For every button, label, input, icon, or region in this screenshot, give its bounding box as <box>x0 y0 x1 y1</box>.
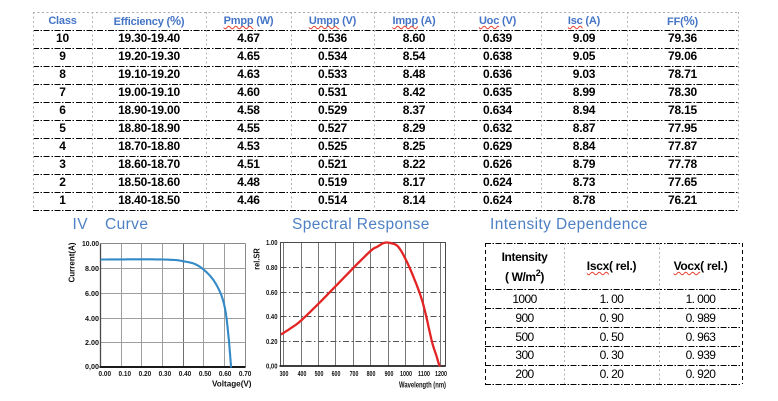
svg-text:800: 800 <box>367 369 376 378</box>
svg-text:0.00: 0.00 <box>99 369 112 378</box>
svg-text:0.70: 0.70 <box>239 369 252 378</box>
svg-text:8.00: 8.00 <box>85 264 99 273</box>
svg-text:0.60: 0.60 <box>219 369 232 378</box>
svg-text:300: 300 <box>280 369 289 378</box>
svg-text:Voltage(V): Voltage(V) <box>212 378 252 388</box>
svg-text:0.30: 0.30 <box>159 369 172 378</box>
svg-text:10.00: 10.00 <box>82 239 99 248</box>
svg-text:0,00: 0,00 <box>85 362 99 371</box>
svg-text:1100: 1100 <box>418 369 430 378</box>
svg-text:0.80: 0.80 <box>266 263 278 272</box>
svg-text:0.60: 0.60 <box>266 288 278 297</box>
svg-text:2.00: 2.00 <box>85 338 99 347</box>
svg-text:0.50: 0.50 <box>199 369 212 378</box>
svg-text:6.00: 6.00 <box>85 289 99 298</box>
svg-text:4.00: 4.00 <box>85 314 99 323</box>
svg-text:0.10: 0.10 <box>119 369 132 378</box>
svg-text:500: 500 <box>315 369 324 378</box>
svg-text:0,00: 0,00 <box>266 362 278 371</box>
svg-text:700: 700 <box>350 369 359 378</box>
svg-text:400: 400 <box>298 369 307 378</box>
svg-text:0.20: 0.20 <box>266 337 278 346</box>
svg-text:0.40: 0.40 <box>266 312 278 321</box>
svg-text:Wavelength (nm): Wavelength (nm) <box>399 379 446 389</box>
svg-text:1.00: 1.00 <box>266 238 278 247</box>
svg-text:1200: 1200 <box>435 369 447 378</box>
svg-text:Current(A): Current(A) <box>68 242 77 282</box>
svg-text:rel.SR: rel.SR <box>253 248 262 270</box>
svg-text:600: 600 <box>332 369 341 378</box>
svg-text:900: 900 <box>385 369 394 378</box>
svg-text:0.40: 0.40 <box>179 369 192 378</box>
svg-text:0.20: 0.20 <box>139 369 152 378</box>
svg-text:1000: 1000 <box>400 369 412 378</box>
